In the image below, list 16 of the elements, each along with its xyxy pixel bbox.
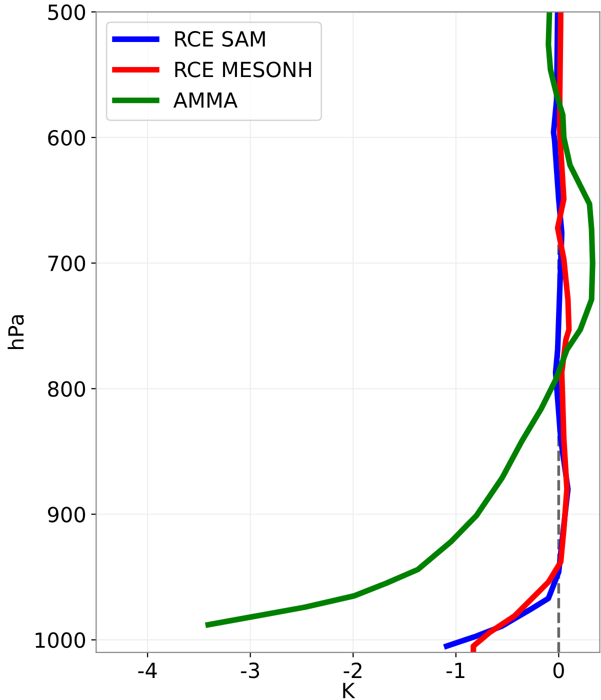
x-tick-label: 0 — [553, 662, 564, 678]
x-axis-title: K — [343, 682, 356, 698]
y-tick-label: 600 — [48, 130, 86, 146]
x-tick-label: -4 — [138, 662, 157, 678]
x-tick-label: -3 — [240, 662, 260, 678]
legend-label: AMMA — [173, 92, 238, 108]
y-axis-title: hPa — [8, 315, 24, 350]
y-tick-label: 700 — [48, 256, 86, 272]
legend-label: RCE SAM — [175, 31, 265, 47]
y-tick-label: 800 — [48, 381, 86, 397]
y-tick-label: 900 — [48, 506, 86, 522]
legend-label: RCE MESONH — [175, 62, 311, 78]
y-tick-label: 1000 — [36, 632, 86, 648]
y-tick-label: 500 — [48, 4, 86, 20]
x-tick-label: -2 — [344, 662, 362, 678]
x-tick-label: -1 — [446, 662, 464, 678]
